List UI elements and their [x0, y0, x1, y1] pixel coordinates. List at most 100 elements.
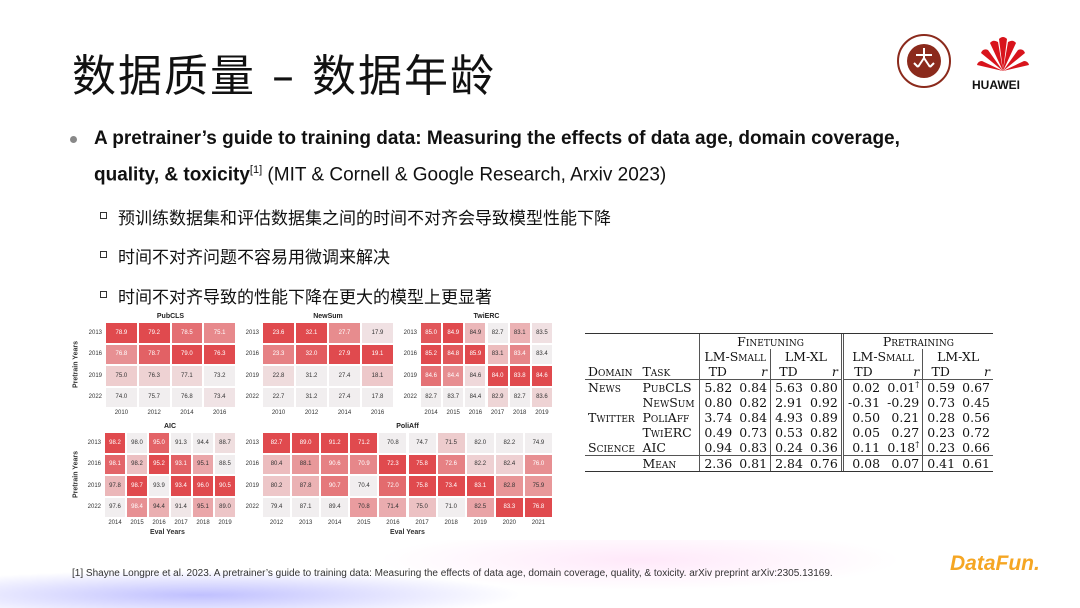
- col-r: r: [883, 364, 924, 380]
- heatmap-cell: 71.0: [436, 496, 466, 518]
- heatmap-cell: 98.7: [126, 475, 148, 497]
- domain-cell: Twitter: [588, 410, 635, 426]
- heatmap-cell: 91.2: [320, 432, 350, 454]
- heatmap-cell: 27.7: [328, 322, 361, 344]
- x-tick-label: 2015: [357, 520, 371, 526]
- heatmap-cell: 90.7: [320, 475, 350, 497]
- domain-cell: [585, 395, 639, 410]
- heatmap-cell: 70.8: [378, 432, 408, 454]
- heatmap-cell: 76.3: [137, 365, 171, 387]
- x-tick-label: 2012: [147, 410, 161, 416]
- y-tick-label: 2016: [245, 461, 259, 468]
- y-tick-label: 2019: [245, 482, 259, 489]
- value-cell: 0.11: [852, 440, 881, 456]
- heatmap-cell: 83.1: [508, 322, 531, 344]
- heatmap-cell: 72.3: [378, 453, 408, 475]
- table-row: News PubCLS 5.82 0.84 5.63 0.80 0.02 0.01† 0.59 0…: [585, 379, 993, 396]
- value-cell: 5.63: [770, 379, 806, 396]
- heatmap-cell: 71.4: [378, 496, 408, 518]
- heatmap-cell: 71.5: [436, 432, 466, 454]
- domain-cell: [585, 425, 639, 440]
- value-cell: 0.49: [704, 425, 733, 441]
- y-tick-label: 2019: [403, 372, 417, 379]
- y-tick-label: 2013: [88, 329, 102, 336]
- value-cell: 0.07: [883, 455, 924, 472]
- heatmap-cell: 89.0: [214, 496, 236, 518]
- y-tick-label: 2022: [88, 394, 102, 401]
- x-tick-label: 2016: [370, 410, 385, 416]
- heatmap-cell: 82.7: [420, 386, 443, 408]
- heatmap-cell: 17.9: [361, 322, 394, 344]
- task-cell: TwiERC: [639, 425, 701, 441]
- heatmap-cell: 84.9: [464, 322, 487, 344]
- value-cell: 0.80: [704, 395, 733, 411]
- heatmap-cell: 96.0: [192, 475, 214, 497]
- heatmap-cell: 84.4: [464, 386, 487, 408]
- heatmap-cell: 82.0: [465, 432, 495, 454]
- pku-logo: [897, 34, 951, 88]
- heatmap-cell: 85.0: [420, 322, 443, 344]
- heatmap-cell: 79.4: [262, 496, 292, 518]
- heatmap-cell: 17.8: [361, 386, 394, 408]
- subbullet: 预训练数据集和评估数据集之间的时间不对齐会导致模型性能下降: [100, 204, 611, 229]
- heatmap-cell: 85.2: [420, 343, 443, 365]
- heatmap-cell: 82.2: [465, 453, 495, 475]
- value-cell: 2.84: [770, 455, 806, 472]
- heatmap-cell: 83.3: [494, 496, 524, 518]
- x-tick-label: 2016: [152, 520, 166, 526]
- col-task: Task: [639, 364, 701, 380]
- value-cell: 0.66: [962, 440, 990, 456]
- x-tick-label: 2019: [535, 410, 549, 416]
- col-td: TD: [779, 364, 798, 379]
- value-cell: 0.92: [805, 395, 844, 411]
- value-cell: 0.80: [805, 379, 844, 396]
- y-tick-label: 2013: [403, 329, 417, 336]
- y-tick-label: 2013: [245, 329, 259, 336]
- task-cell: Mean: [639, 455, 701, 472]
- value-cell: 5.82: [699, 379, 736, 396]
- heatmap-cell: 85.9: [464, 343, 487, 365]
- heatmap-cell: 75.1: [203, 322, 236, 344]
- group-header: Pretraining: [882, 334, 954, 349]
- heatmap-cell: 77.1: [170, 365, 204, 387]
- x-tick-label: 2015: [130, 520, 144, 526]
- subbullet-text: 时间不对齐问题不容易用微调来解决: [118, 248, 390, 268]
- x-tick-label: 2014: [108, 520, 122, 526]
- x-axis-label: Eval Years: [150, 529, 185, 536]
- heatmap-cell: 98.4: [126, 496, 148, 518]
- heatmap-cell: 93.4: [170, 475, 192, 497]
- heatmap-cell: 76.8: [523, 496, 553, 518]
- x-tick-label: 2018: [444, 520, 458, 526]
- x-tick-label: 2016: [468, 410, 483, 416]
- heatmap-cell: 19.1: [361, 343, 394, 365]
- task-cell: PubCLS: [639, 379, 701, 396]
- value-cell: 0.36: [805, 440, 844, 456]
- value-cell: 0.27: [883, 425, 924, 441]
- heatmap-cell: 23.6: [262, 322, 295, 344]
- x-tick-label: 2012: [304, 410, 319, 416]
- group-header: Finetuning: [699, 334, 844, 349]
- value-cell: 0.73: [735, 425, 772, 441]
- heatmap-cell: 89.4: [320, 496, 350, 518]
- heatmap-cell: 98.2: [126, 453, 148, 475]
- value-cell: 0.18†: [883, 440, 924, 456]
- col-r: r: [735, 364, 772, 380]
- heatmap-cell: 70.9: [349, 453, 379, 475]
- heatmap-cell: 70.8: [349, 496, 379, 518]
- heatmap-cell: 74.0: [105, 386, 138, 408]
- subbullet-text: 时间不对齐导致的性能下降在更大的模型上更显著: [118, 288, 492, 308]
- heatmap-cell: 95.2: [148, 453, 170, 475]
- heatmap-cell: 87.1: [291, 496, 321, 518]
- huawei-wordmark: HUAWEI: [972, 78, 1020, 92]
- heatmap-cell: 76.8: [105, 343, 138, 365]
- x-tick-label: 2017: [490, 410, 505, 416]
- x-tick-label: 2010: [114, 410, 129, 416]
- heatmap-cell: 88.7: [214, 432, 236, 454]
- heatmap-cell: 84.8: [442, 343, 465, 365]
- heatmap-cell: 75.9: [523, 475, 553, 497]
- model-header: LM-XL: [937, 349, 980, 364]
- value-cell: 0.84: [735, 379, 772, 396]
- y-tick-label: 2022: [87, 504, 101, 511]
- value-cell: 0.02: [842, 379, 884, 396]
- heatmap-cell: 95.1: [192, 453, 214, 475]
